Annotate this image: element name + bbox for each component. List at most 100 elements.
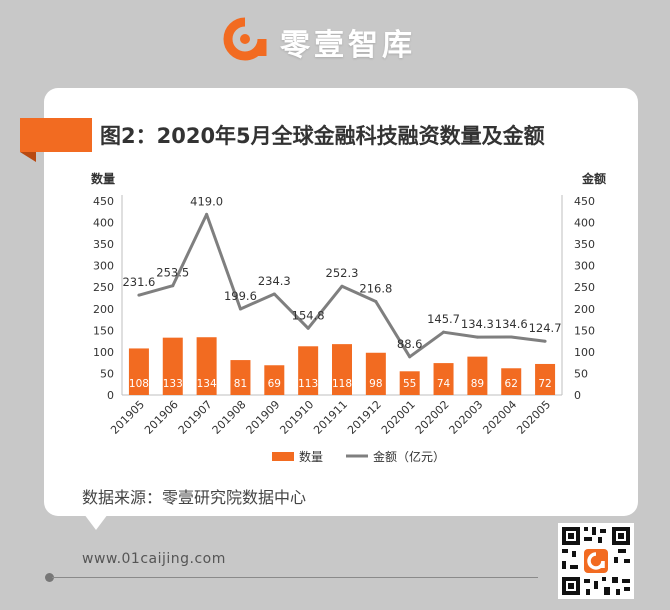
amount-point bbox=[137, 293, 141, 297]
amount-value-label: 124.7 bbox=[529, 321, 562, 335]
left-tick-label: 200 bbox=[93, 303, 114, 316]
chart-card bbox=[44, 88, 638, 516]
website-link[interactable]: www.01caijing.com bbox=[82, 551, 226, 567]
right-tick-label: 50 bbox=[574, 367, 588, 380]
bar-value-label: 133 bbox=[163, 378, 183, 390]
left-tick-label: 150 bbox=[93, 324, 114, 337]
left-tick-label: 400 bbox=[93, 217, 114, 230]
legend-bar-label: 数量 bbox=[299, 449, 323, 464]
left-tick-label: 450 bbox=[93, 195, 114, 208]
category-label: 201906 bbox=[142, 398, 181, 437]
footer-dot bbox=[45, 573, 54, 582]
left-tick-label: 250 bbox=[93, 281, 114, 294]
right-tick-label: 100 bbox=[574, 346, 595, 359]
bar-value-label: 69 bbox=[268, 378, 281, 390]
brand-header: 零壹智库 bbox=[0, 14, 670, 66]
category-label: 202004 bbox=[480, 398, 519, 437]
bar bbox=[128, 348, 149, 395]
category-label: 202003 bbox=[447, 398, 486, 437]
bar-value-label: 118 bbox=[332, 378, 352, 390]
amount-point bbox=[509, 335, 513, 339]
category-label: 201908 bbox=[210, 398, 249, 437]
category-label: 201910 bbox=[277, 398, 316, 437]
bar bbox=[196, 337, 217, 395]
left-tick-label: 0 bbox=[107, 389, 114, 402]
category-label: 201909 bbox=[244, 398, 283, 437]
amount-point bbox=[306, 326, 310, 330]
category-label: 202002 bbox=[413, 398, 452, 437]
left-tick-label: 300 bbox=[93, 260, 114, 273]
chart-title: 图2：2020年5月全球金融科技融资数量及金额 bbox=[100, 124, 545, 148]
card-tail bbox=[84, 514, 108, 530]
bar-value-label: 72 bbox=[538, 378, 551, 390]
right-tick-label: 450 bbox=[574, 195, 595, 208]
bar bbox=[433, 363, 454, 395]
left-axis-title: 数量 bbox=[91, 171, 115, 186]
brand-logo-icon bbox=[223, 17, 267, 61]
category-label: 202005 bbox=[514, 398, 553, 437]
right-tick-label: 150 bbox=[574, 324, 595, 337]
bar-value-label: 108 bbox=[129, 378, 149, 390]
left-tick-label: 50 bbox=[100, 367, 114, 380]
bar bbox=[399, 371, 420, 395]
bar-value-label: 55 bbox=[403, 378, 416, 390]
bar bbox=[264, 365, 285, 395]
bar-value-label: 74 bbox=[437, 378, 451, 390]
bar bbox=[467, 356, 488, 395]
amount-value-label: 252.3 bbox=[326, 266, 359, 280]
bar bbox=[535, 363, 556, 395]
amount-point bbox=[543, 339, 547, 343]
bar bbox=[365, 352, 386, 395]
category-label: 201911 bbox=[311, 398, 350, 437]
left-tick-label: 100 bbox=[93, 346, 114, 359]
amount-value-label: 216.8 bbox=[359, 282, 392, 296]
category-label: 202001 bbox=[379, 398, 418, 437]
amount-value-label: 88.6 bbox=[397, 337, 423, 351]
right-axis-title: 金额 bbox=[581, 171, 606, 186]
amount-point bbox=[238, 307, 242, 311]
left-tick-label: 350 bbox=[93, 238, 114, 251]
bar-value-label: 98 bbox=[369, 378, 382, 390]
bar bbox=[298, 346, 319, 395]
right-tick-label: 0 bbox=[574, 389, 581, 402]
legend-bar-swatch bbox=[272, 452, 294, 461]
category-label: 201905 bbox=[108, 398, 147, 437]
bar bbox=[162, 337, 183, 395]
right-tick-label: 350 bbox=[574, 238, 595, 251]
amount-value-label: 419.0 bbox=[190, 194, 223, 208]
bar-value-label: 81 bbox=[234, 378, 247, 390]
amount-value-label: 253.5 bbox=[156, 266, 189, 280]
amount-point bbox=[374, 300, 378, 304]
amount-point bbox=[475, 335, 479, 339]
amount-point bbox=[171, 284, 175, 288]
right-tick-label: 250 bbox=[574, 281, 595, 294]
qr-code-icon bbox=[558, 523, 634, 599]
bar bbox=[501, 368, 522, 395]
amount-point bbox=[272, 292, 276, 296]
category-label: 201907 bbox=[176, 398, 215, 437]
legend-line-label: 金额（亿元） bbox=[373, 449, 445, 464]
footer-line bbox=[52, 577, 538, 578]
bar bbox=[332, 344, 352, 395]
right-tick-label: 400 bbox=[574, 217, 595, 230]
bar-value-label: 134 bbox=[197, 378, 217, 390]
category-label: 201912 bbox=[345, 398, 384, 437]
amount-point bbox=[442, 330, 446, 334]
amount-value-label: 231.6 bbox=[122, 275, 155, 289]
brand-name: 零壹智库 bbox=[280, 28, 416, 63]
title-tag-fold bbox=[20, 152, 36, 162]
title-tag bbox=[20, 118, 92, 152]
amount-point bbox=[408, 355, 412, 359]
bar-value-label: 62 bbox=[505, 378, 518, 390]
amount-value-label: 154.8 bbox=[292, 308, 325, 322]
amount-value-label: 134.6 bbox=[495, 317, 528, 331]
bar-value-label: 89 bbox=[471, 378, 484, 390]
data-source: 数据来源：零壹研究院数据中心 bbox=[82, 488, 307, 507]
amount-value-label: 134.3 bbox=[461, 317, 494, 331]
right-tick-label: 200 bbox=[574, 303, 595, 316]
bar bbox=[230, 360, 251, 395]
amount-value-label: 234.3 bbox=[258, 274, 291, 288]
bar-value-label: 113 bbox=[298, 378, 318, 390]
amount-value-label: 199.6 bbox=[224, 289, 257, 303]
